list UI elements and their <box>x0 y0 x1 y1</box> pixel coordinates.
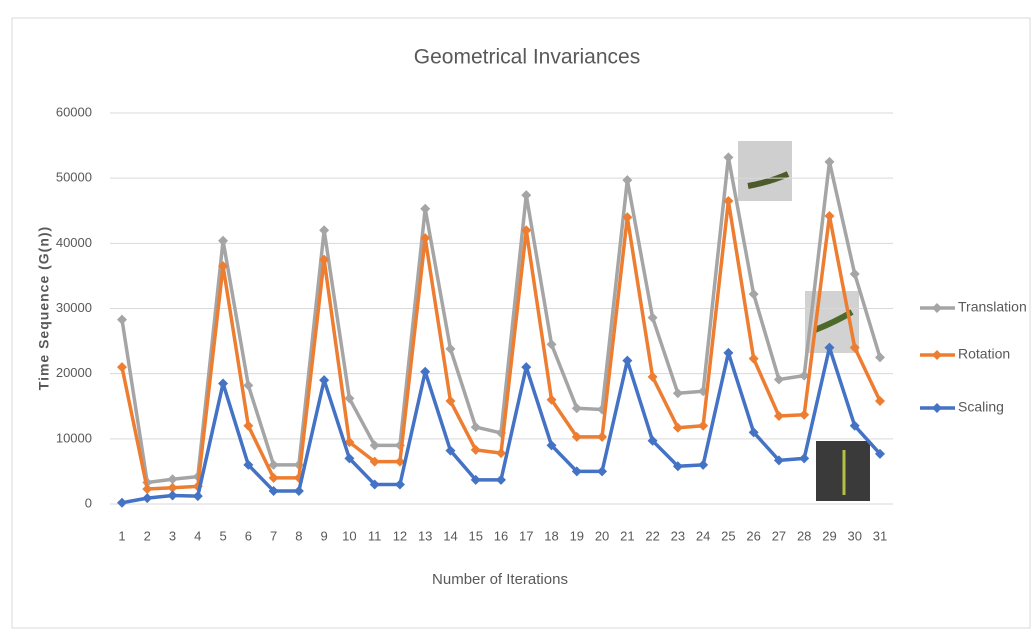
y-tick-label: 50000 <box>56 170 92 185</box>
x-tick-label: 26 <box>746 528 760 543</box>
legend-label: Rotation <box>958 346 1010 362</box>
chart: Geometrical Invariances Number of Iterat… <box>0 0 1033 629</box>
y-tick-label: 20000 <box>56 365 92 380</box>
x-tick-label: 19 <box>570 528 584 543</box>
x-tick-label: 11 <box>368 528 382 543</box>
x-tick-label: 30 <box>847 528 861 543</box>
x-tick-label: 4 <box>194 528 201 543</box>
legend-label: Scaling <box>958 399 1004 415</box>
x-tick-label: 18 <box>544 528 558 543</box>
x-tick-label: 29 <box>822 528 836 543</box>
x-tick-label: 23 <box>671 528 685 543</box>
x-tick-label: 21 <box>620 528 634 543</box>
y-tick-label: 0 <box>85 495 92 510</box>
x-tick-label: 24 <box>696 528 710 543</box>
x-tick-label: 10 <box>342 528 356 543</box>
x-axis-label: Number of Iterations <box>432 571 568 588</box>
x-tick-label: 12 <box>393 528 407 543</box>
y-axis-label: Time Sequence (G(n)) <box>36 226 52 390</box>
chart-title: Geometrical Invariances <box>414 46 640 69</box>
x-tick-label: 15 <box>468 528 482 543</box>
sample-image <box>738 141 792 201</box>
x-tick-label: 13 <box>418 528 432 543</box>
y-tick-label: 10000 <box>56 430 92 445</box>
legend-label: Translation <box>958 299 1027 315</box>
x-tick-label: 8 <box>295 528 302 543</box>
y-tick-label: 30000 <box>56 300 92 315</box>
x-tick-label: 22 <box>645 528 659 543</box>
x-tick-label: 3 <box>169 528 176 543</box>
x-tick-label: 17 <box>519 528 533 543</box>
x-tick-label: 7 <box>270 528 277 543</box>
x-tick-label: 16 <box>494 528 508 543</box>
x-tick-label: 5 <box>219 528 226 543</box>
x-tick-label: 28 <box>797 528 811 543</box>
y-tick-label: 40000 <box>56 235 92 250</box>
x-tick-label: 2 <box>144 528 151 543</box>
x-tick-label: 31 <box>873 528 887 543</box>
y-tick-label: 60000 <box>56 104 92 119</box>
x-tick-label: 27 <box>772 528 786 543</box>
x-tick-label: 20 <box>595 528 609 543</box>
x-tick-label: 1 <box>118 528 125 543</box>
x-tick-label: 9 <box>321 528 328 543</box>
x-tick-label: 25 <box>721 528 735 543</box>
x-tick-label: 14 <box>443 528 457 543</box>
x-tick-label: 6 <box>245 528 252 543</box>
